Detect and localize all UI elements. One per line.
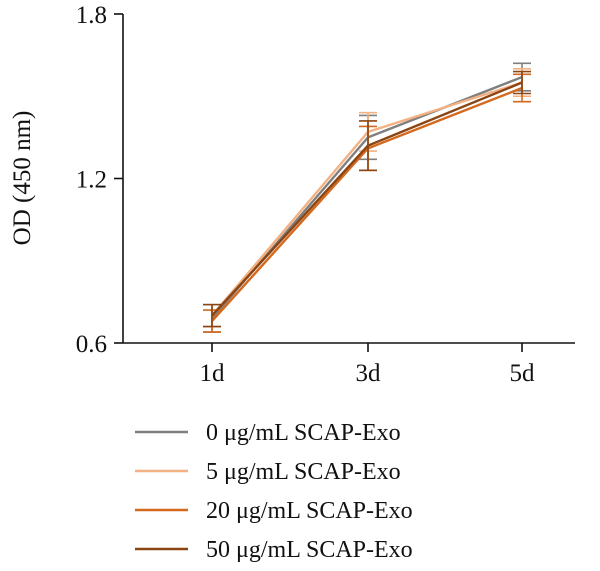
series-4 (203, 70, 531, 328)
series-line (211, 86, 523, 322)
series-line (211, 81, 523, 317)
legend-label: 5 μg/mL SCAP-Exo (206, 459, 401, 485)
legend-item: 0 μg/mL SCAP-Exo (135, 420, 401, 446)
y-ticks: 0.6 1.2 1.8 (76, 2, 123, 358)
legend-item: 20 μg/mL SCAP-Exo (135, 498, 413, 524)
axes (122, 14, 575, 344)
x-tick-label: 5d (510, 360, 536, 387)
y-tick-label: 1.2 (76, 167, 107, 194)
legend-label: 20 μg/mL SCAP-Exo (206, 498, 413, 524)
legend-item: 50 μg/mL SCAP-Exo (135, 537, 413, 563)
y-axis-title: OD (450 nm) (9, 111, 36, 246)
y-tick-label: 0.6 (76, 331, 107, 358)
legend: 0 μg/mL SCAP-Exo 5 μg/mL SCAP-Exo 20 μg/mL… (135, 420, 413, 563)
legend-label: 0 μg/mL SCAP-Exo (206, 420, 401, 446)
x-tick-label: 1d (200, 360, 226, 387)
error-bar (359, 120, 377, 172)
series-2 (203, 68, 531, 328)
x-ticks: 1d 3d 5d (200, 343, 536, 387)
error-bar (203, 303, 221, 328)
legend-label: 50 μg/mL SCAP-Exo (206, 537, 413, 563)
series-line (211, 81, 523, 317)
series-layer (203, 62, 531, 333)
x-tick-label: 3d (356, 360, 382, 387)
error-bar (513, 70, 531, 95)
y-tick-label: 1.8 (76, 2, 107, 29)
legend-item: 5 μg/mL SCAP-Exo (135, 459, 401, 485)
